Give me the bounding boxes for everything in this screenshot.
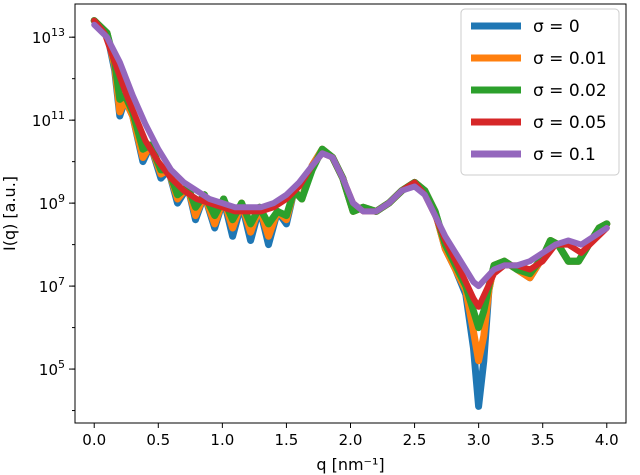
- legend-label: σ = 0.02: [533, 81, 607, 101]
- series-layer: [90, 17, 611, 410]
- y-axis-ticks: 1013 1011 109 107 105: [32, 26, 75, 412]
- x-axis-ticks: 0.0 0.5 1.0 1.5 2.0 2.5 3.0 3.5 4.0: [82, 423, 619, 449]
- legend: σ = 0 σ = 0.01 σ = 0.02 σ = 0.05 σ = 0.1: [460, 8, 620, 176]
- y-tick-label: 1011: [32, 109, 65, 130]
- x-tick-label: 3.0: [467, 431, 491, 449]
- legend-box: [460, 8, 620, 176]
- x-tick-label: 1.5: [275, 431, 299, 449]
- x-tick-label: 4.0: [595, 431, 619, 449]
- x-tick-label: 1.0: [210, 431, 234, 449]
- legend-label: σ = 0: [533, 17, 580, 37]
- y-tick-label: 109: [39, 192, 65, 213]
- x-axis-label: q [nm⁻¹]: [316, 455, 384, 474]
- x-tick-label: 0.5: [146, 431, 170, 449]
- y-tick-label: 107: [39, 275, 65, 296]
- x-tick-label: 0.0: [82, 431, 106, 449]
- y-tick-label: 105: [39, 358, 65, 379]
- series-line-4: [91, 21, 610, 290]
- y-tick-label: 1013: [32, 26, 65, 47]
- x-tick-label: 2.5: [403, 431, 427, 449]
- x-tick-label: 3.5: [531, 431, 555, 449]
- legend-label: σ = 0.05: [533, 113, 607, 133]
- legend-label: σ = 0.01: [533, 49, 607, 69]
- legend-label: σ = 0.1: [533, 145, 596, 165]
- x-tick-label: 2.0: [339, 431, 363, 449]
- y-axis-label: I(q) [a.u.]: [0, 176, 19, 251]
